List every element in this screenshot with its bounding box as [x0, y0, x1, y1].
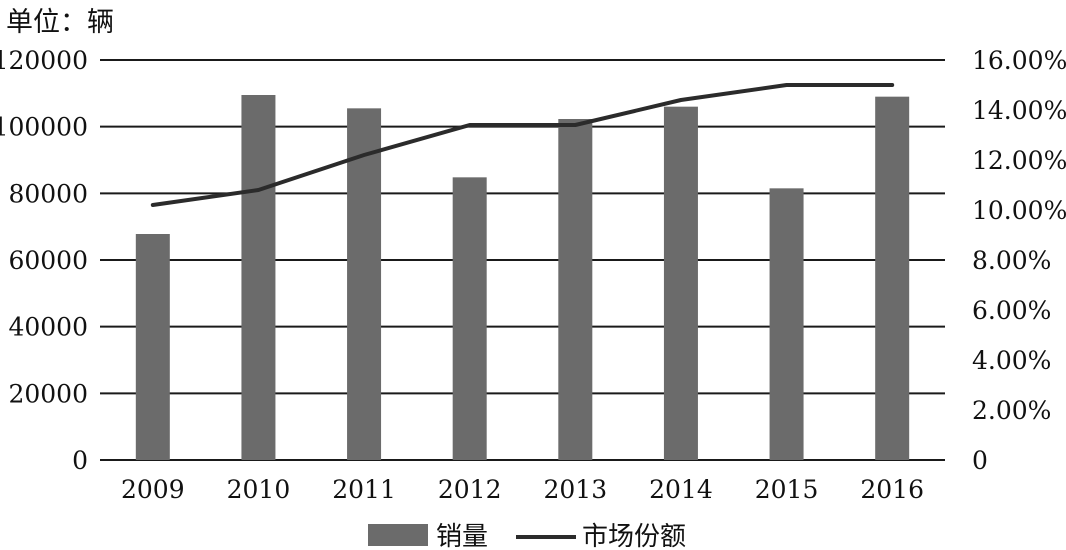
line-series-market-share — [150, 83, 895, 207]
bar — [135, 234, 170, 460]
y-left-tick-label: 0 — [72, 446, 88, 475]
y-right-tick-label: 6.00% — [972, 296, 1051, 325]
bar — [241, 95, 276, 460]
unit-label: 单位：辆 — [6, 7, 114, 38]
y-right-tick-label: 4.00% — [972, 346, 1051, 375]
x-tick-label: 2013 — [544, 475, 608, 504]
x-tick-label: 2011 — [332, 475, 396, 504]
bar — [558, 119, 593, 460]
legend-label-line: 市场份额 — [582, 522, 686, 550]
x-tick-label: 2012 — [438, 475, 502, 504]
x-tick-label: 2015 — [755, 475, 819, 504]
y-right-tick-label: 16.00% — [972, 46, 1066, 75]
bar — [875, 96, 910, 461]
y-right-tick-label: 2.00% — [972, 396, 1051, 425]
x-tick-label: 2010 — [227, 475, 291, 504]
y-right-tick-label: 14.00% — [972, 96, 1066, 125]
bar — [347, 108, 382, 460]
y-right-tick-label: 8.00% — [972, 246, 1051, 275]
legend-label-bar: 销量 — [436, 522, 488, 550]
x-tick-label: 2009 — [121, 475, 185, 504]
y-right-tick-label: 0 — [972, 446, 988, 475]
bar — [663, 106, 698, 461]
x-tick-label: 2014 — [649, 475, 713, 504]
y-right-tick-label: 12.00% — [972, 146, 1066, 175]
legend-swatch-bar — [368, 524, 428, 546]
y-right-tick-label: 10.00% — [972, 196, 1066, 225]
bar — [452, 177, 487, 461]
y-left-tick-label: 80000 — [8, 179, 88, 208]
y-left-tick-label: 100000 — [0, 113, 88, 142]
bar — [769, 188, 804, 461]
y-left-tick-label: 20000 — [8, 379, 88, 408]
x-tick-label: 2016 — [860, 475, 924, 504]
y-left-tick-label: 40000 — [8, 313, 88, 342]
y-left-tick-label: 120000 — [0, 46, 88, 75]
y-left-tick-label: 60000 — [8, 246, 88, 275]
